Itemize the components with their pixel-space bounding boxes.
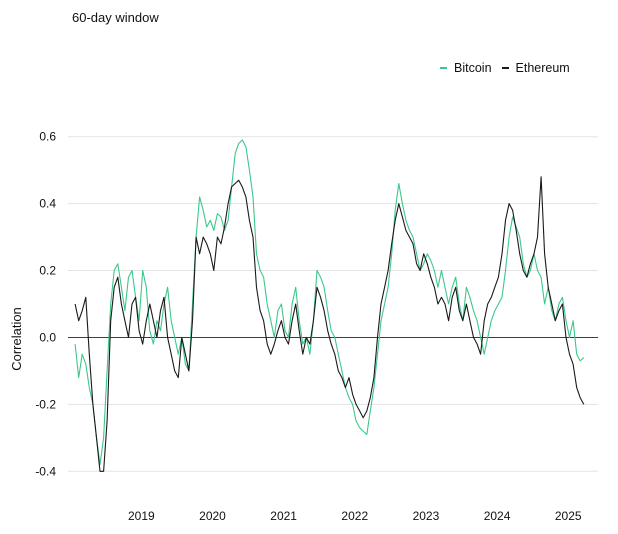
x-tick-label: 2021 <box>270 509 297 523</box>
chart-subtitle: 60-day window <box>72 10 159 25</box>
gridlines <box>68 136 598 472</box>
y-tick-label: 0.0 <box>39 330 56 344</box>
y-tick-label: 0.4 <box>39 197 56 211</box>
series-line-ethereum <box>74 176 585 472</box>
chart-legend: Bitcoin Ethereum <box>440 61 580 75</box>
x-tick-label: 2019 <box>128 509 155 523</box>
x-axis-ticks: 2019 2020 2021 2022 2023 2024 2025 <box>128 509 582 523</box>
legend-swatch-bitcoin <box>440 67 447 69</box>
x-tick-label: 2025 <box>555 509 582 523</box>
x-tick-label: 2020 <box>199 509 226 523</box>
x-tick-label: 2024 <box>484 509 511 523</box>
series-lines <box>74 139 585 472</box>
legend-label-bitcoin: Bitcoin <box>454 61 492 75</box>
x-tick-label: 2022 <box>341 509 368 523</box>
y-axis-label: Correlation <box>9 307 24 371</box>
legend-label-ethereum: Ethereum <box>515 61 570 75</box>
legend-swatch-ethereum <box>501 67 509 69</box>
y-tick-label: 0.6 <box>39 130 56 144</box>
legend-item-bitcoin: Bitcoin <box>440 61 492 75</box>
x-tick-label: 2023 <box>413 509 440 523</box>
y-tick-label: -0.2 <box>35 397 56 411</box>
y-tick-label: -0.4 <box>35 464 56 478</box>
y-tick-label: 0.2 <box>39 264 56 278</box>
series-line-bitcoin <box>74 139 585 466</box>
legend-item-ethereum: Ethereum <box>501 61 570 75</box>
y-axis-ticks: -0.4 -0.2 0.0 0.2 0.4 0.6 <box>35 130 56 479</box>
